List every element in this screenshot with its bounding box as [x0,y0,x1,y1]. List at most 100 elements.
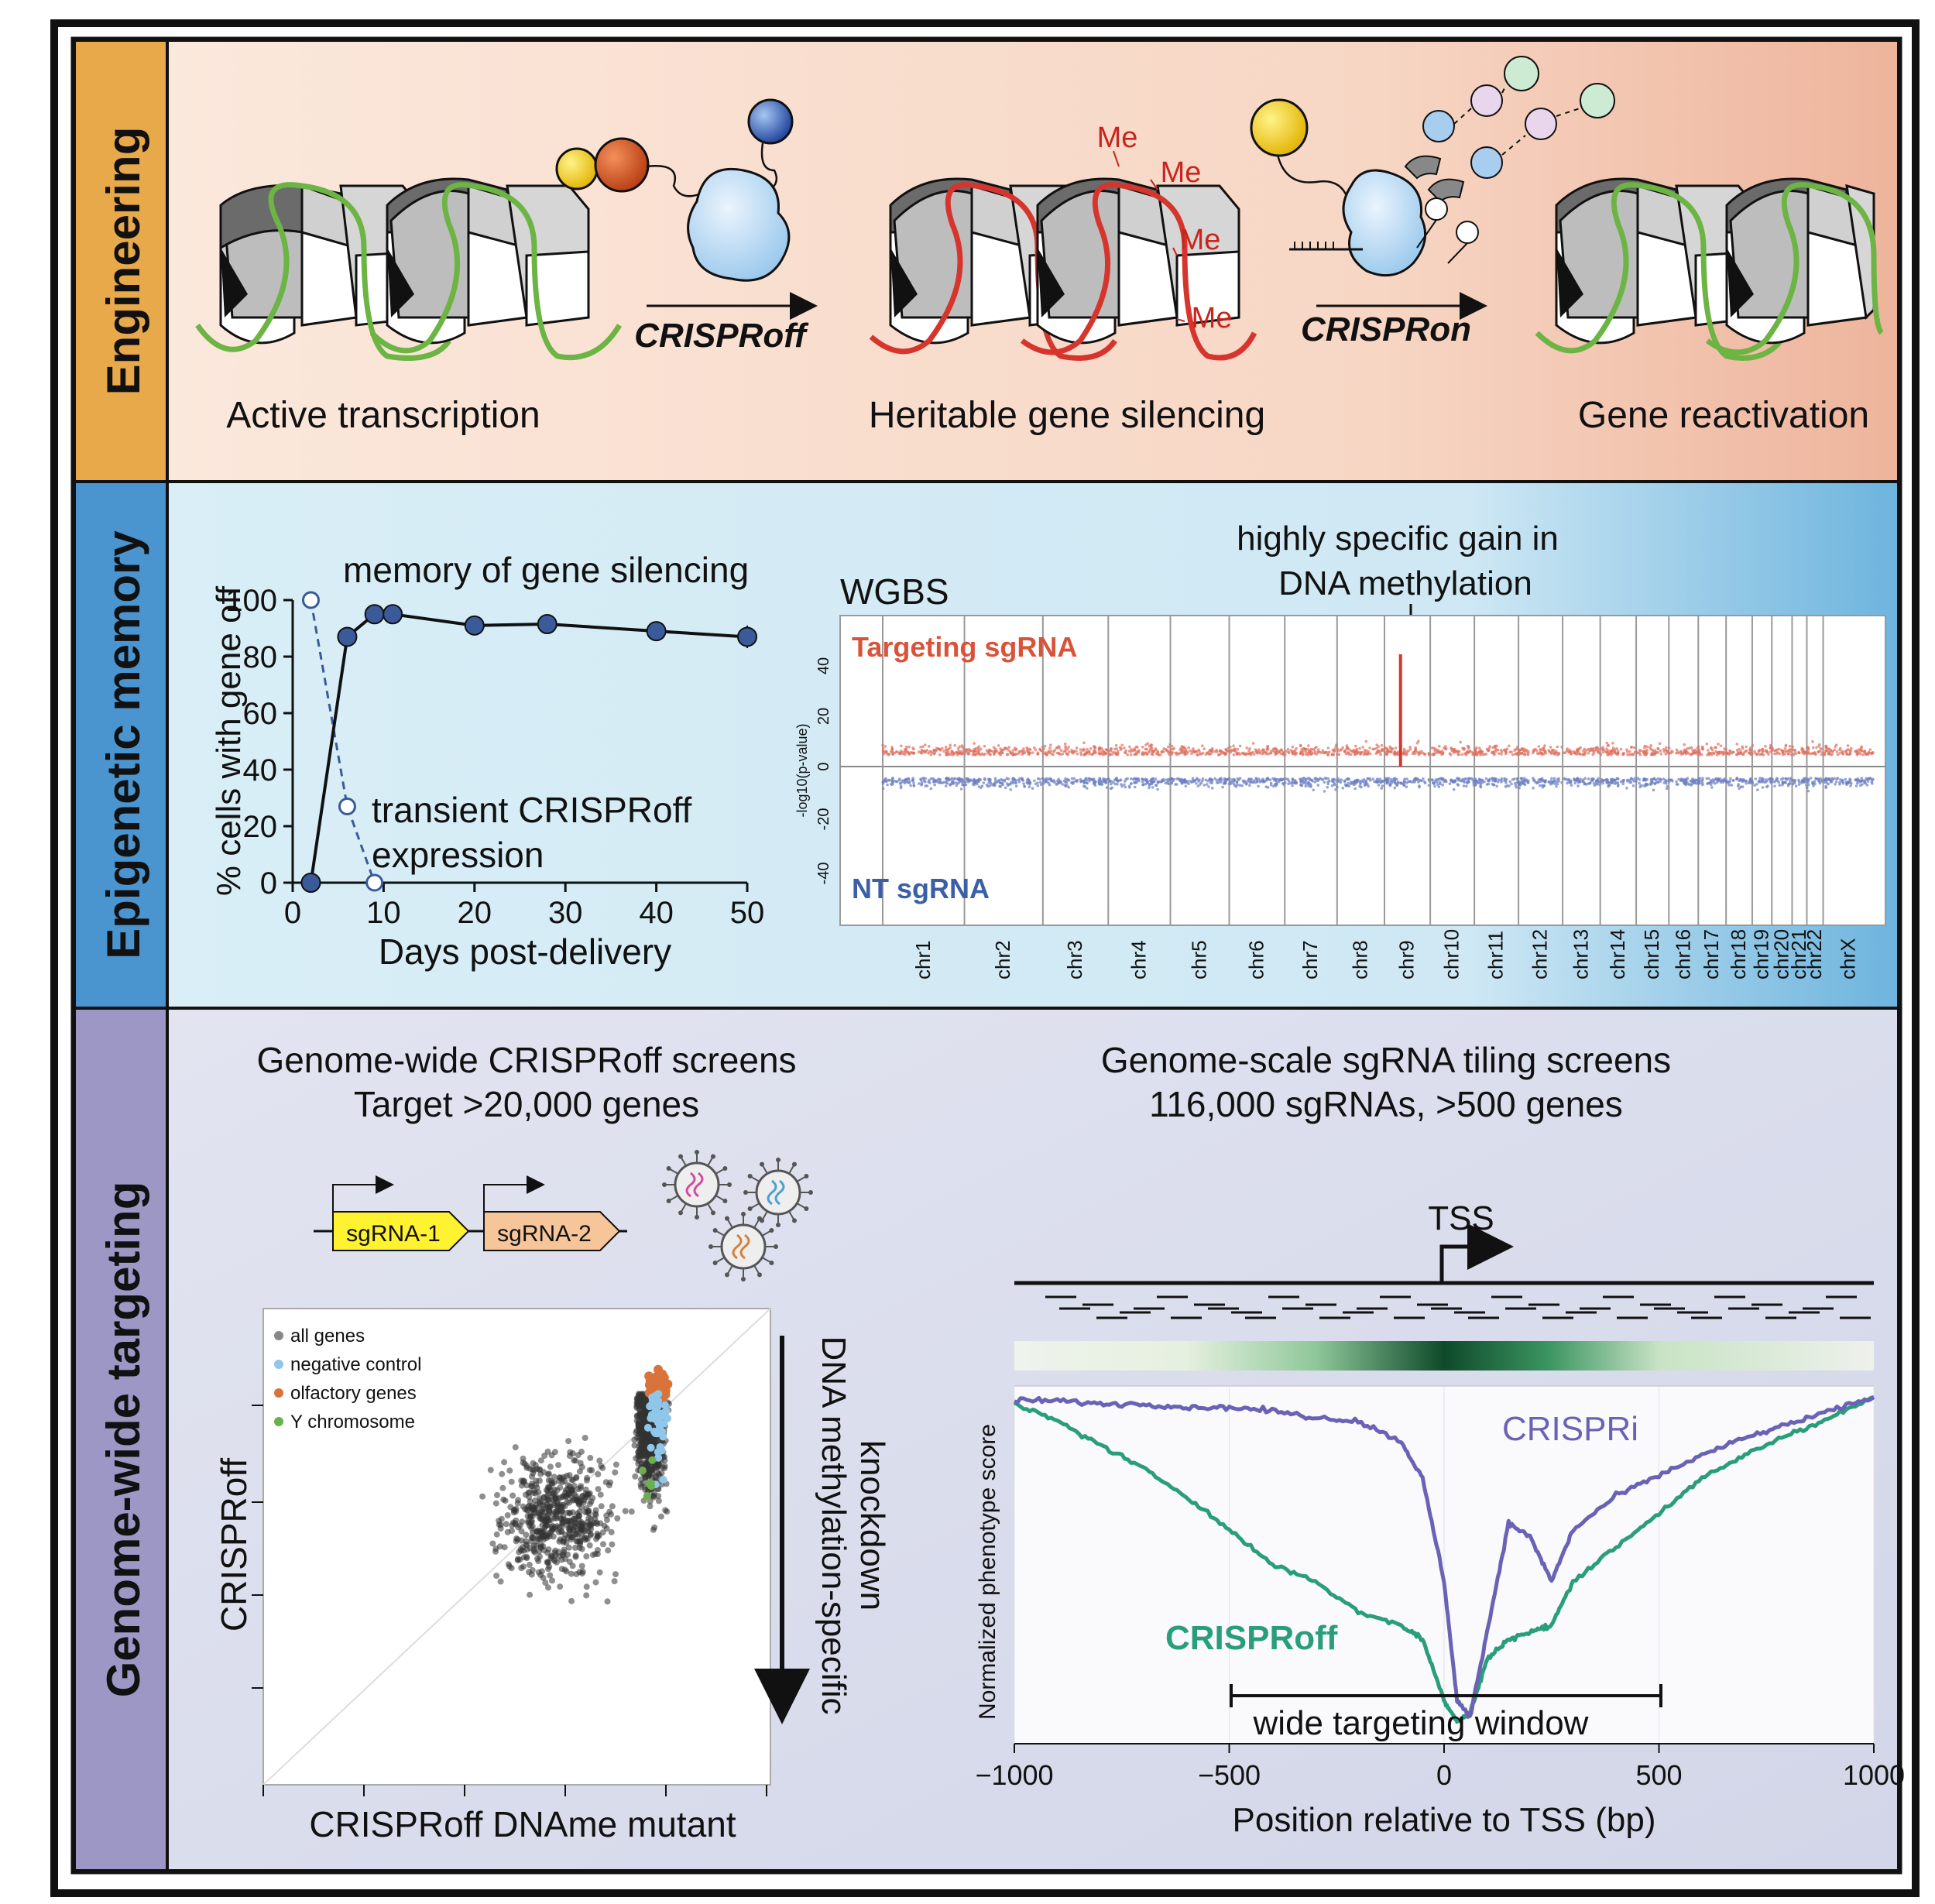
nt-point [1606,780,1610,784]
gene-point [525,1489,532,1496]
nt-point [1645,777,1649,781]
gene-point [528,1571,535,1578]
nt-point [1422,780,1426,784]
nt-point [1323,790,1326,793]
targeting-point [1108,753,1112,756]
nt-point [1812,784,1815,787]
targeting-point [1748,748,1752,752]
gene-point [560,1501,567,1508]
caption-heritable-silencing: Heritable gene silencing [869,395,1265,436]
gene-point [608,1511,615,1518]
targeting-point [1291,752,1295,755]
targeting-point [1368,752,1372,756]
targeting-point [1719,744,1723,748]
targeting-point [1500,753,1503,756]
gene-point [537,1535,544,1542]
nt-point [1621,782,1625,786]
yellow-domain-icon [555,147,599,190]
virus-spike-tip [776,1158,781,1162]
virus-spike [796,1176,806,1182]
targeting-point [1738,752,1742,755]
targeting-point [1806,746,1809,749]
targeting-point [1807,752,1810,755]
targeting-point [1079,751,1082,754]
right-title-line2: 116,000 sgRNAs, >500 genes [1149,1084,1623,1124]
tiling-line-chart: −1000 −500 0 500 1000 CRISPRi CRISPRoff wide… [975,1385,1905,1839]
virus-spike-tip [722,1166,728,1171]
targeting-point [1156,750,1160,754]
nt-point [1697,780,1701,784]
nt-point [1456,777,1459,780]
nt-point [1377,780,1380,784]
nt-point [1156,780,1160,784]
chromosome-label: chr4 [1127,940,1150,979]
virus-spike [753,1264,760,1274]
gene-point [513,1538,520,1545]
targeting-point [1113,751,1117,754]
nt-point [1056,782,1059,785]
negative-control-point [643,1423,652,1432]
nt-point [1872,777,1875,781]
targeting-point [1838,748,1841,752]
nt-point [1141,783,1144,787]
nt-point [964,780,967,784]
targeting-point [1412,750,1415,754]
targeting-point [1868,748,1872,751]
targeting-point [1393,753,1397,756]
nt-point [1433,784,1436,788]
targeting-point [1432,753,1435,756]
targeting-point [983,744,986,748]
targeting-point [1467,750,1470,753]
pink-circle-icon [1470,84,1503,117]
targeting-point [1432,746,1436,750]
targeting-point [1299,743,1302,747]
gene-point [498,1515,505,1522]
nt-point [1244,782,1248,786]
targeting-point [1247,752,1251,756]
targeting-point [1353,753,1357,756]
targeting-point [1263,750,1267,753]
crisproff-arrow-label: CRISPRoff [634,317,809,355]
targeting-point [1788,744,1792,748]
memory-point [364,604,385,625]
nt-point [1613,782,1617,785]
nt-point [1085,781,1089,784]
targeting-point [1614,748,1617,751]
gene-point [578,1483,584,1490]
targeting-point [1099,747,1102,751]
targeting-point [1011,753,1015,756]
nt-point [1265,777,1268,780]
nt-point [907,777,911,781]
gene-point [605,1547,612,1554]
targeting-point [1725,752,1728,756]
targeting-point [1532,751,1535,755]
gene-point [641,1429,648,1436]
nt-point [1677,777,1680,781]
targeting-point [1130,748,1133,751]
nt-point [1824,784,1827,788]
nt-point [1760,778,1764,782]
nt-point [1757,780,1761,784]
gene-point [578,1518,585,1525]
nt-point [1257,777,1261,780]
targeting-point [1001,751,1004,755]
nt-point [901,779,904,782]
nt-point [1339,780,1343,784]
nt-point [918,782,921,785]
gene-point [642,1473,649,1480]
targeting-point [1291,745,1295,749]
targeting-point [1000,748,1004,752]
targeting-point [1014,746,1017,750]
nt-point [1485,783,1489,786]
targeting-point [1783,752,1786,756]
targeting-point [1085,751,1088,755]
gene-point [536,1548,543,1555]
nt-point [1844,777,1848,781]
nt-point [1532,777,1535,780]
targeting-point [928,745,931,748]
targeting-point [1453,749,1456,753]
nt-point [1854,778,1858,781]
nt-point [1849,784,1852,787]
nt-point [1813,782,1817,786]
gene-point [595,1532,602,1539]
